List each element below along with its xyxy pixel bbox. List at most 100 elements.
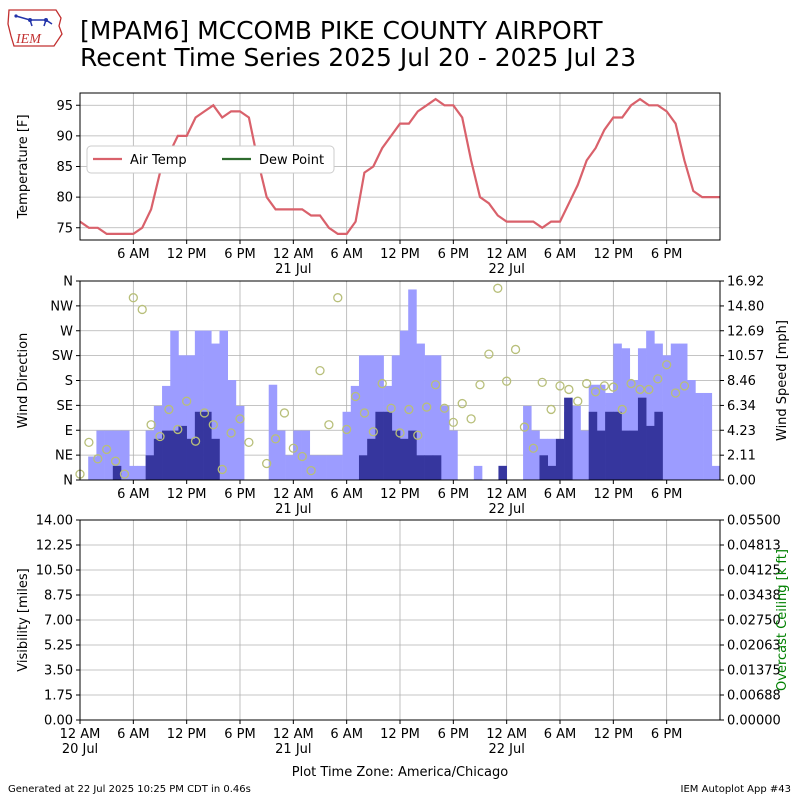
speed-bar [629,430,639,480]
gust-bar [235,405,245,480]
chart-subtitle: Recent Time Series 2025 Jul 20 - 2025 Ju… [80,43,637,72]
y-tick-label: 1.75 [44,689,73,704]
x-tick-label: 6 AM [117,727,150,742]
gust-bar [703,392,713,480]
gust-bar [424,355,434,480]
chart-title: [MPAM6] MCCOMB PIKE COUNTY AIRPORT [80,16,603,45]
wind-direction-marker [235,414,245,424]
y2-tick-label: 0.04813 [727,539,781,554]
y-tick-label: 80 [56,191,73,206]
speed-bar [424,455,434,480]
x-tick-label: 6 PM [651,247,682,262]
wind-direction-marker [653,374,663,384]
x-tick-label: 12 AM [486,727,527,742]
x-tick-label: 12 AM [273,727,314,742]
air-temp-line [79,97,720,235]
speed-bar [613,411,622,480]
legend-box [86,145,335,174]
speed-bar [112,465,122,480]
x-tick-label: 6 PM [651,727,682,742]
x-tick-date-label: 21 Jul [275,502,311,517]
x-tick-label: 6 AM [544,487,577,502]
gust-bar [178,355,187,480]
wind-direction-marker [386,403,396,413]
x-tick-label: 12 PM [167,247,207,262]
x-tick-label: 6 AM [544,727,577,742]
gust-bar [170,330,179,480]
x-tick-date-label: 22 Jul [488,262,524,277]
wind-direction-marker [670,388,681,398]
gust-bar [629,380,639,480]
gust-bar [580,430,590,480]
wind-direction-marker [155,431,165,442]
speed-bar [162,430,171,480]
x-tick-label: 6 PM [438,487,469,502]
x-tick-label: 6 PM [224,487,255,502]
x-tick-label: 12 PM [167,487,207,502]
wind-direction-marker [324,420,334,430]
logo-text: IEM [15,32,42,47]
wind-direction-marker [395,428,405,438]
speed-bar [211,438,220,480]
y-tick-label: 95 [56,99,73,114]
x-tick-label: 6 PM [438,727,469,742]
wind-direction-marker [102,444,112,455]
speed-bar [498,465,507,480]
speed-bar [383,411,393,480]
wind-direction-marker [137,304,147,315]
wind-direction-marker [573,396,583,406]
y-tick-label: N [63,275,73,290]
wind-direction-marker [208,420,218,430]
wind-direction-marker [466,414,476,424]
wind-direction-marker [146,420,156,430]
y2-tick-label: 0.03438 [727,589,781,604]
gust-bar [317,455,327,480]
wind-direction-marker [475,380,485,390]
y2-tick-label: 14.80 [727,299,764,314]
gust-bar [432,355,442,480]
wind-direction-marker [617,404,627,415]
x-tick-label: 12 AM [60,727,101,742]
speed-bar [391,430,401,480]
gust-bar [687,380,696,480]
wind-direction-marker [315,365,325,376]
y-tick-label: 90 [56,129,73,144]
y2-tick-label: 0.05500 [727,514,781,529]
app-label: IEM Autoplot App #43 [680,784,791,795]
x-tick-label: 6 AM [117,487,150,502]
gust-bar [408,289,417,480]
y2-tick-label: 0.00000 [727,714,781,729]
gust-bar [621,348,631,480]
gust-bar [137,465,146,480]
wind-direction-marker [173,424,183,435]
y2-tick-label: 4.23 [727,424,756,439]
wind-direction-marker [190,436,201,446]
wind-direction-marker [493,283,503,293]
gust-bar [654,343,663,480]
speed-bar [170,430,179,480]
x-tick-label: 6 PM [651,487,682,502]
x-tick-label: 6 PM [224,247,255,262]
y2-tick-label: 16.92 [727,275,764,290]
wind-direction-marker [128,293,138,303]
gust-bar [285,455,294,480]
wind-direction-marker [84,437,94,448]
gust-bar [695,392,704,480]
gust-bar [391,355,401,480]
y-tick-label: 8.75 [44,589,73,604]
x-tick-label: 12 PM [593,487,633,502]
iem-logo: IEM [7,9,63,47]
y-axis-label: Visibility [miles] [16,568,31,671]
wind-direction-marker [350,391,361,402]
y2-tick-label: 0.00688 [727,689,781,704]
x-tick-date-label: 22 Jul [488,502,524,517]
x-tick-label: 12 PM [593,247,633,262]
gust-bar [326,455,335,480]
wind-direction-marker [510,344,521,355]
y-tick-label: 14.00 [36,514,73,529]
wind-direction-marker [288,443,298,453]
wind-direction-marker [93,454,103,464]
gust-bar [613,343,622,480]
speed-bar [203,411,212,480]
wind-direction-marker [377,378,387,389]
